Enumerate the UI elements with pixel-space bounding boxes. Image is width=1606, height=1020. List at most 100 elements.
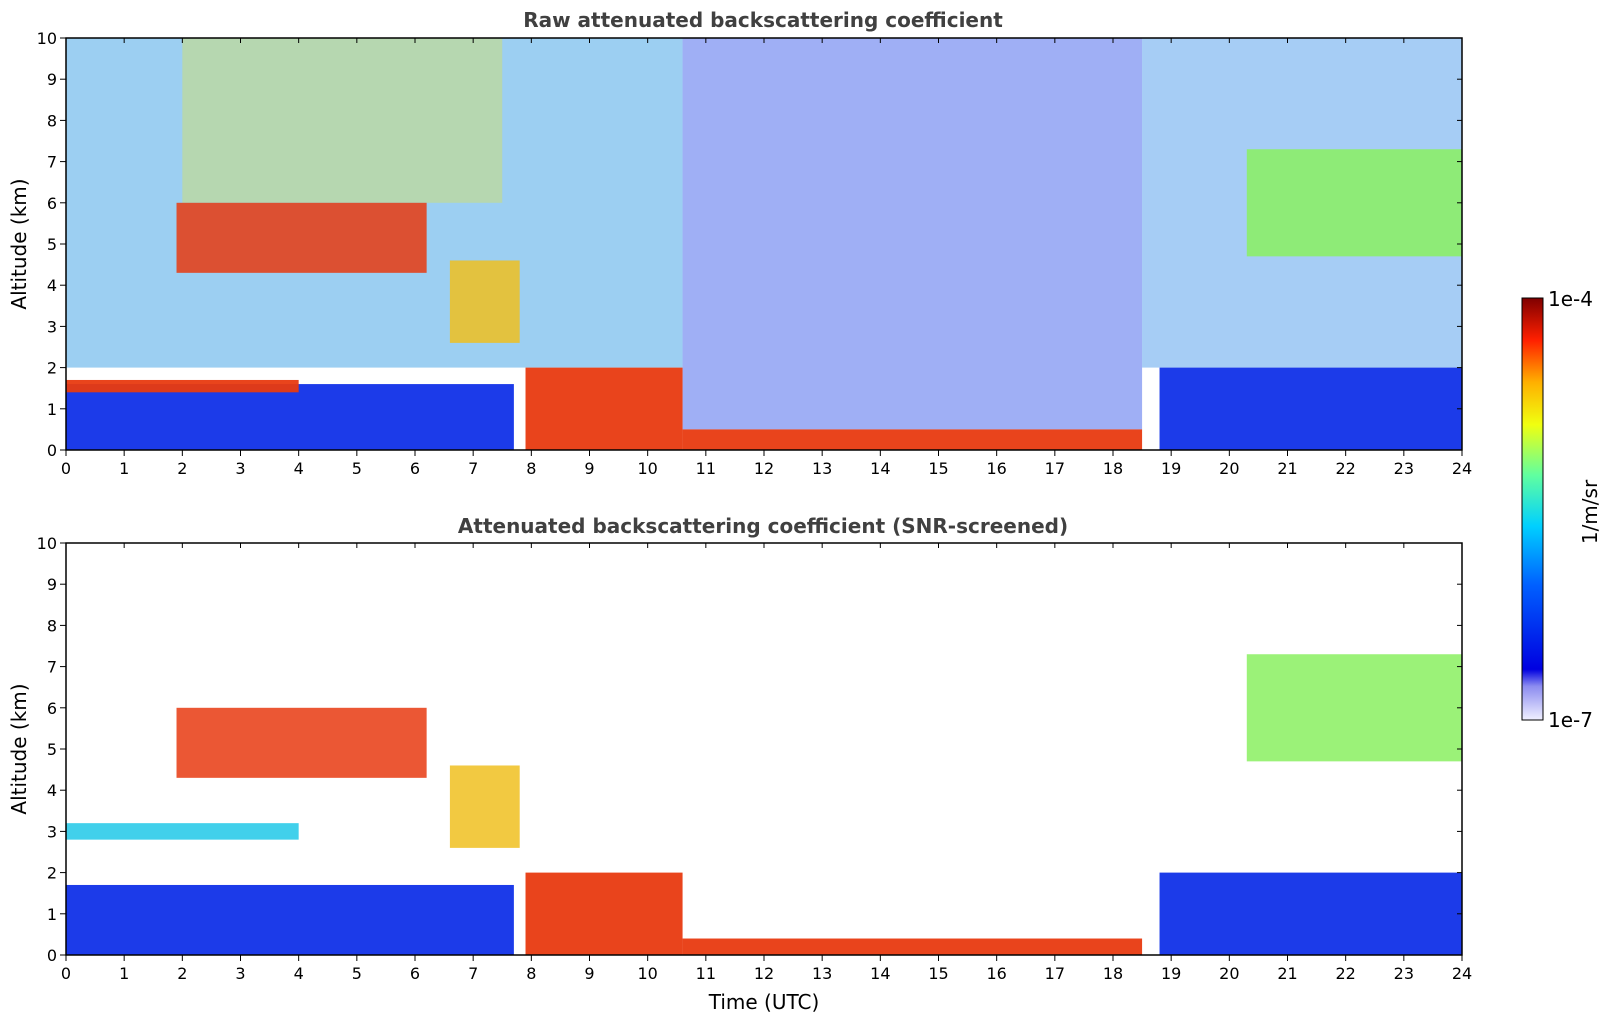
x-tick-label: 8: [526, 459, 536, 478]
x-tick-label: 10: [637, 459, 657, 478]
raw-y-axis-label: Altitude (km): [7, 178, 31, 309]
x-tick-label: 3: [235, 459, 245, 478]
heatmap-feature-surface-layer: [682, 429, 1143, 450]
x-tick-label: 2: [177, 964, 187, 983]
x-tick-label: 24: [1452, 459, 1472, 478]
screened-panel: Attenuated backscattering coefficient (S…: [7, 514, 1472, 1014]
screened-heatmap: [66, 654, 1462, 955]
x-tick-label: 13: [812, 964, 832, 983]
x-tick-label: 20: [1219, 964, 1239, 983]
x-tick-label: 10: [637, 964, 657, 983]
heatmap-feature-boundary-layer: [1159, 367, 1462, 450]
heatmap-feature-aloft-cloud: [449, 260, 520, 343]
x-axis-label: Time (UTC): [708, 990, 820, 1014]
x-tick-label: 2: [177, 459, 187, 478]
heatmap-feature-aerosol-layer: [66, 823, 299, 840]
y-tick-label: 5: [47, 235, 57, 254]
heatmap-feature-boundary-layer: [66, 884, 514, 955]
x-tick-label: 4: [294, 459, 304, 478]
colorbar-max-label: 1e-4: [1548, 287, 1593, 311]
x-tick-label: 0: [61, 964, 71, 983]
x-tick-label: 0: [61, 459, 71, 478]
x-tick-label: 16: [986, 964, 1006, 983]
x-tick-label: 19: [1161, 459, 1181, 478]
heatmap-feature-fog-precip: [525, 872, 683, 955]
x-tick-label: 3: [235, 964, 245, 983]
heatmap-feature-aloft-cloud: [1246, 149, 1462, 257]
x-tick-label: 17: [1045, 459, 1065, 478]
x-tick-label: 22: [1335, 964, 1355, 983]
heatmap-feature-fog-precip: [525, 367, 683, 450]
x-tick-label: 16: [986, 459, 1006, 478]
heatmap-feature-aloft-cloud: [176, 202, 427, 273]
y-tick-label: 9: [47, 70, 57, 89]
y-tick-label: 3: [47, 317, 57, 336]
heatmap-feature-aloft-cloud: [449, 765, 520, 848]
x-tick-label: 12: [754, 964, 774, 983]
colorbar-gradient: [1521, 297, 1544, 721]
x-tick-label: 1: [119, 964, 129, 983]
y-tick-label: 0: [47, 946, 57, 965]
x-tick-label: 13: [812, 459, 832, 478]
x-tick-label: 5: [352, 459, 362, 478]
x-tick-label: 24: [1452, 964, 1472, 983]
y-tick-label: 1: [47, 400, 57, 419]
heatmap-feature-cloud-top-layer: [66, 379, 299, 393]
y-tick-label: 1: [47, 905, 57, 924]
y-tick-label: 5: [47, 740, 57, 759]
x-tick-label: 11: [696, 964, 716, 983]
x-tick-label: 8: [526, 964, 536, 983]
x-tick-label: 14: [870, 964, 890, 983]
heatmap-feature-boundary-layer: [66, 384, 514, 450]
y-tick-label: 2: [47, 864, 57, 883]
y-tick-label: 6: [47, 194, 57, 213]
x-tick-label: 21: [1277, 459, 1297, 478]
noise-region: [682, 38, 1143, 430]
colorbar-min-label: 1e-7: [1548, 708, 1593, 732]
y-tick-label: 4: [47, 781, 57, 800]
colorbar: 1e-4 1e-7 1/m/sr: [1521, 287, 1602, 732]
x-tick-label: 11: [696, 459, 716, 478]
x-tick-label: 17: [1045, 964, 1065, 983]
x-tick-label: 1: [119, 459, 129, 478]
screened-panel-title: Attenuated backscattering coefficient (S…: [458, 514, 1068, 538]
heatmap-feature-aloft-cloud: [1246, 654, 1462, 762]
x-tick-label: 5: [352, 964, 362, 983]
y-tick-label: 3: [47, 822, 57, 841]
y-tick-label: 8: [47, 111, 57, 130]
x-tick-label: 23: [1394, 459, 1414, 478]
x-tick-label: 6: [410, 964, 420, 983]
y-tick-label: 10: [37, 29, 57, 48]
x-tick-label: 18: [1103, 459, 1123, 478]
x-tick-label: 4: [294, 964, 304, 983]
y-tick-label: 7: [47, 153, 57, 172]
y-tick-label: 7: [47, 658, 57, 677]
x-tick-label: 12: [754, 459, 774, 478]
heatmap-feature-surface-layer: [682, 938, 1143, 955]
x-tick-label: 20: [1219, 459, 1239, 478]
x-tick-label: 23: [1394, 964, 1414, 983]
x-tick-label: 15: [928, 964, 948, 983]
x-tick-label: 22: [1335, 459, 1355, 478]
x-tick-label: 15: [928, 459, 948, 478]
y-tick-label: 4: [47, 276, 57, 295]
colorbar-unit-label: 1/m/sr: [1578, 479, 1602, 544]
y-tick-label: 9: [47, 575, 57, 594]
x-tick-label: 19: [1161, 964, 1181, 983]
raw-panel-title: Raw attenuated backscattering coefficien…: [523, 8, 1003, 32]
x-tick-label: 6: [410, 459, 420, 478]
x-tick-label: 9: [584, 964, 594, 983]
y-tick-label: 6: [47, 699, 57, 718]
y-tick-label: 10: [37, 534, 57, 553]
screened-y-axis-label: Altitude (km): [7, 683, 31, 814]
heatmap-feature-aloft-cloud: [176, 707, 427, 778]
x-tick-label: 7: [468, 459, 478, 478]
y-tick-label: 8: [47, 616, 57, 635]
x-tick-label: 18: [1103, 964, 1123, 983]
raw-panel: Raw attenuated backscattering coefficien…: [7, 8, 1472, 478]
x-tick-label: 14: [870, 459, 890, 478]
y-tick-label: 2: [47, 359, 57, 378]
noise-region: [182, 38, 503, 203]
x-tick-label: 21: [1277, 964, 1297, 983]
raw-heatmap: [66, 38, 1462, 450]
